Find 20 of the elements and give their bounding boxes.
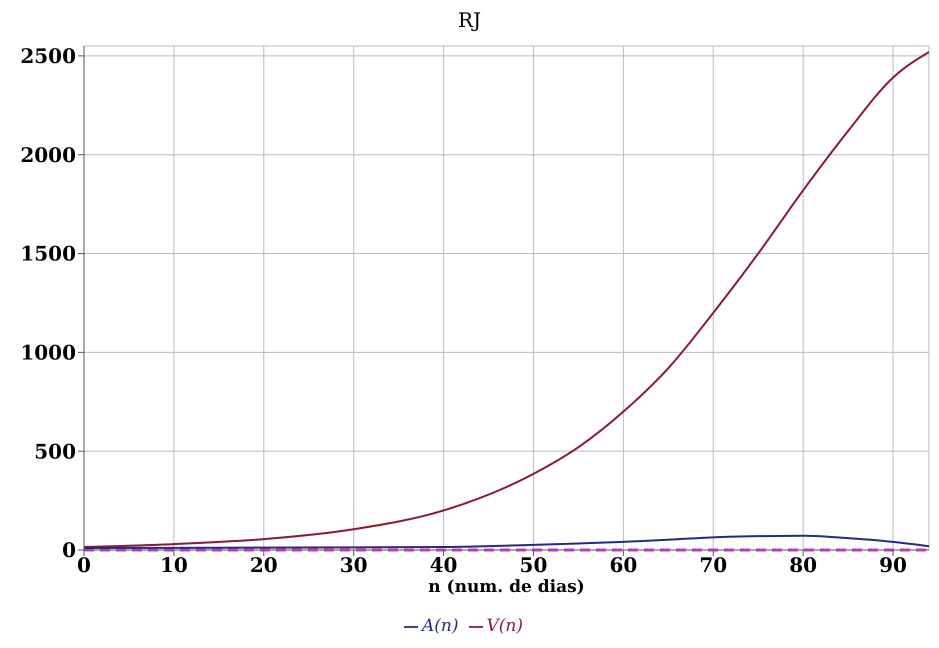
y-tick-label: 1000 bbox=[20, 340, 76, 364]
y-tick-label: 1500 bbox=[20, 242, 76, 266]
x-tick-label: 20 bbox=[250, 553, 278, 578]
x-tick-label: 30 bbox=[340, 553, 368, 578]
legend-label: V(n) bbox=[486, 616, 523, 636]
x-tick-label: 0 bbox=[77, 553, 91, 578]
x-tick-label: 90 bbox=[879, 553, 907, 578]
x-axis-title: n (num. de dias) bbox=[428, 577, 585, 597]
x-tick-label: 50 bbox=[520, 553, 548, 578]
x-tick-label: 70 bbox=[699, 553, 728, 578]
x-tick-label: 80 bbox=[789, 553, 818, 578]
chart-title: RJ bbox=[456, 8, 482, 34]
x-tick-label: 40 bbox=[430, 553, 458, 578]
y-tick-label: 2500 bbox=[20, 44, 76, 68]
y-tick-label: 500 bbox=[34, 439, 76, 464]
y-tick-label: 2000 bbox=[20, 142, 76, 167]
y-tick-label: 0 bbox=[62, 538, 76, 562]
x-tick-label: 60 bbox=[609, 553, 638, 578]
x-tick-label: 10 bbox=[160, 553, 188, 578]
legend-label: A(n) bbox=[422, 616, 458, 636]
